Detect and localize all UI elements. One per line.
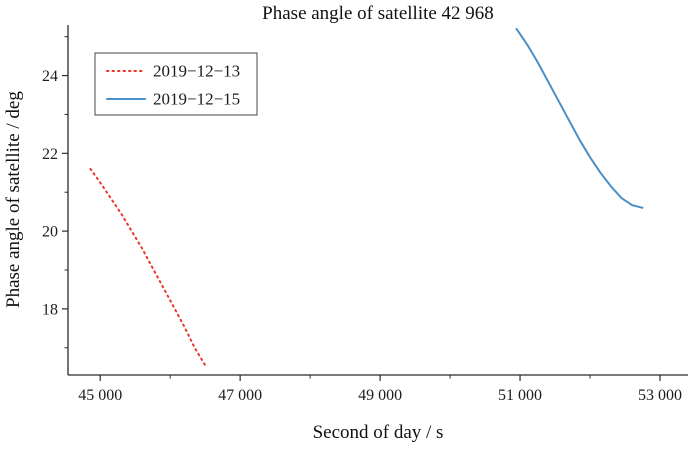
x-tick-label: 53 000 [638, 387, 682, 404]
y-tick-label: 22 [42, 146, 58, 163]
legend-label: 2019−12−15 [153, 90, 240, 109]
y-tick-label: 18 [42, 301, 58, 318]
y-tick-label: 20 [42, 224, 58, 241]
chart-title: Phase angle of satellite 42 968 [262, 3, 494, 24]
x-tick-label: 45 000 [78, 387, 122, 404]
x-tick-label: 49 000 [358, 387, 402, 404]
x-tick-label: 47 000 [218, 387, 262, 404]
legend-label: 2019−12−13 [153, 62, 240, 81]
legend-box [94, 52, 258, 116]
x-axis-label: Second of day / s [312, 422, 444, 443]
series-line-dotted [89, 167, 207, 367]
y-tick-label: 24 [42, 68, 58, 85]
series-line-solid [515, 27, 644, 209]
y-axis-label: Phase angle of satellite / deg [3, 91, 24, 309]
x-tick-label: 51 000 [498, 387, 542, 404]
